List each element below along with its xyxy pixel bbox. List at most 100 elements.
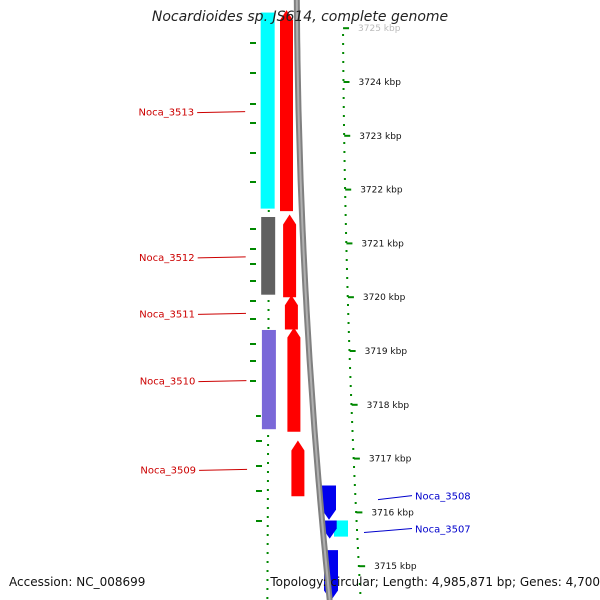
ring-dot <box>354 502 357 504</box>
ring-dot <box>343 151 346 153</box>
gene-label: Noca_3512 <box>139 253 195 264</box>
ring-dot <box>353 475 356 477</box>
ruler-label: 3722 kbp <box>360 186 403 196</box>
ring-dot <box>358 574 361 576</box>
ruler-tick <box>359 565 366 568</box>
gene-labels: Noca_3513 Noca_3512 Noca_3511 Noca_3510 Noca… <box>138 108 470 536</box>
backbone-axis <box>293 0 333 600</box>
ring-dot <box>356 547 359 549</box>
ring-dot <box>356 538 359 540</box>
ring-tick <box>250 122 256 124</box>
ring-dot <box>267 300 270 302</box>
ruler-label: 3725 kbp <box>358 24 401 34</box>
ring-dot <box>344 223 347 225</box>
gene-arrow-forward <box>284 295 298 330</box>
ring-dot <box>342 34 345 36</box>
ring-dot <box>347 331 350 333</box>
ring-dot <box>266 498 269 500</box>
ring-dot <box>357 565 360 567</box>
gene-arrow-forward <box>291 440 305 497</box>
gene-category-box <box>334 520 348 537</box>
ring-tick <box>256 415 262 417</box>
ring-tick <box>256 520 262 522</box>
ring-tick <box>250 152 256 154</box>
ring-dot <box>342 106 345 108</box>
ruler-tick <box>345 188 352 191</box>
ring-tick <box>250 248 256 250</box>
ring-dot <box>349 376 352 378</box>
gene-category-box <box>260 328 277 431</box>
ruler-tick <box>353 457 360 460</box>
label-leader <box>197 256 246 259</box>
gene-label: Noca_3511 <box>139 309 195 320</box>
ring-dot <box>267 327 270 329</box>
ring-dot <box>266 480 269 482</box>
ring-dot <box>346 304 349 306</box>
ring-dot <box>358 583 361 585</box>
gene-label: Noca_3507 <box>415 525 471 536</box>
ring-tick <box>250 103 256 105</box>
ruler-tick <box>351 403 358 406</box>
ring-tick <box>250 263 256 265</box>
ring-tick <box>250 380 256 382</box>
accession-label: Accession: NC_008699 <box>9 575 146 589</box>
ring-dot <box>345 250 348 252</box>
ring-tick <box>250 300 256 302</box>
ring-dot <box>350 412 353 414</box>
ruler-tick <box>347 296 354 299</box>
kbp-ruler: 3725 kbp 3724 kbp 3723 kbp 3722 kbp 3721 kbp… <box>343 24 417 572</box>
ring-tick <box>250 42 256 44</box>
ring-dot <box>267 444 270 446</box>
ruler-tick <box>356 511 363 514</box>
ring-dot <box>349 367 352 369</box>
ring-tick <box>250 72 256 74</box>
ring-dot <box>351 430 354 432</box>
ring-dot <box>354 493 357 495</box>
ring-dot <box>345 268 348 270</box>
ruler-tick <box>343 81 350 83</box>
gene-label: Noca_3510 <box>140 377 196 388</box>
ring-dot <box>348 349 351 351</box>
ring-dot <box>266 462 269 464</box>
ring-dot <box>344 205 347 207</box>
ring-dot <box>343 133 346 135</box>
genome-summary: Topology: circular; Length: 4,985,871 bp… <box>270 575 600 589</box>
ring-dot <box>348 358 351 360</box>
ring-dot <box>343 178 346 180</box>
ring-tick <box>250 360 256 362</box>
ring-dot <box>342 88 345 90</box>
label-leader <box>377 495 413 501</box>
ring-dot <box>352 457 355 459</box>
ring-dot <box>350 394 353 396</box>
label-leader <box>198 380 247 383</box>
ring-dot <box>266 552 269 554</box>
ring-dot <box>266 543 269 545</box>
ring-dot <box>345 259 348 261</box>
ruler-label: 3720 kbp <box>363 293 406 303</box>
ring-dot <box>342 70 345 72</box>
ring-dot <box>342 115 345 117</box>
ring-dot <box>343 142 346 144</box>
ring-dot <box>355 520 358 522</box>
ring-dot <box>357 556 360 558</box>
ring-dot <box>267 210 270 212</box>
ruler-label: 3719 kbp <box>365 347 408 357</box>
label-leader <box>199 468 248 471</box>
ring-dot <box>346 286 349 288</box>
ruler-tick <box>343 27 350 30</box>
ring-dot <box>351 421 354 423</box>
ring-tick <box>256 490 262 492</box>
ring-dot <box>344 196 347 198</box>
ruler-label: 3715 kbp <box>374 562 417 572</box>
gene-arrow-forward <box>283 214 297 298</box>
ring-dot <box>266 534 269 536</box>
gene-category-box <box>260 216 277 296</box>
ring-dot <box>266 588 269 590</box>
ruler-label: 3717 kbp <box>369 455 412 465</box>
ring-dot <box>346 277 349 279</box>
ring-dot <box>266 489 269 491</box>
ring-tick <box>256 440 262 442</box>
ring-tick <box>250 181 256 183</box>
map-title: Nocardioides sp. JS614, complete genome <box>151 9 449 25</box>
